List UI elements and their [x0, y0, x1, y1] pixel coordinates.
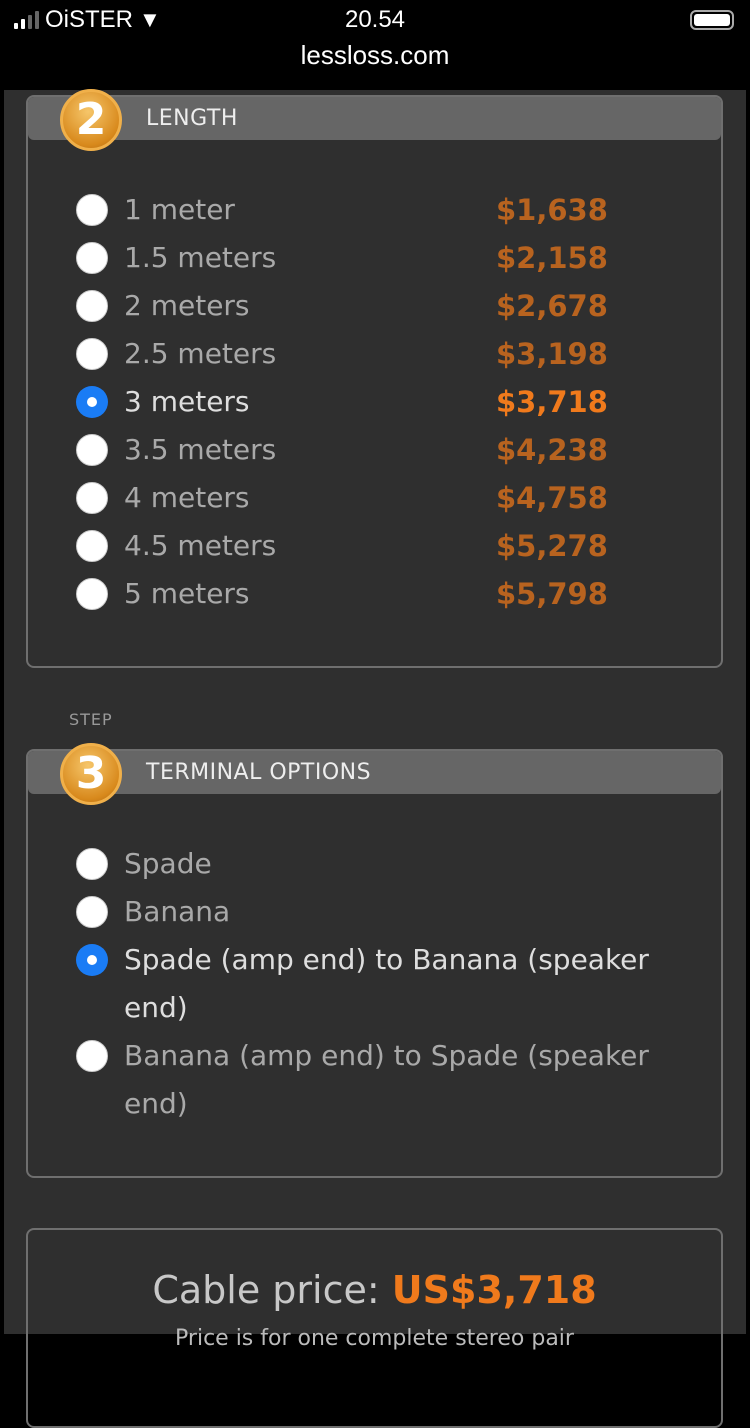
battery-icon: [690, 10, 734, 30]
option-label: 2 meters: [124, 289, 250, 322]
option-label: 2.5 meters: [124, 337, 277, 370]
clock: 20.54: [344, 6, 406, 33]
terminal-header: TERMINAL OPTIONS: [28, 751, 721, 794]
option-label: Banana: [124, 895, 231, 928]
option-length_step-0[interactable]: 1 meter $1,638: [76, 186, 608, 234]
cable-price: Cable price: US$3,718: [28, 1268, 721, 1312]
status-bar: OiSTER ▼ 20.54 lessloss.com: [0, 0, 750, 90]
carrier: OiSTER ▼: [14, 6, 161, 34]
option-label: 1 meter: [124, 193, 235, 226]
carrier-name: OiSTER: [45, 6, 134, 33]
option-price: $2,678: [496, 289, 608, 323]
radio-button[interactable]: [76, 896, 108, 928]
radio-button[interactable]: [76, 530, 108, 562]
length-header: LENGTH: [28, 97, 721, 140]
option-length_step-3[interactable]: 2.5 meters $3,198: [76, 330, 608, 378]
radio-button[interactable]: [76, 338, 108, 370]
wifi-icon: ▼: [139, 7, 161, 32]
page-content: 2 LENGTH 1 meter $1,638 1.5 meters $2,158 2 …: [4, 89, 746, 1428]
option-length_step-5[interactable]: 3.5 meters $4,238: [76, 426, 608, 474]
cable-price-value: US$3,718: [391, 1268, 597, 1312]
option-price: $3,718: [496, 385, 608, 419]
option-length_step-7[interactable]: 4.5 meters $5,278: [76, 522, 608, 570]
option-price: $2,158: [496, 241, 608, 275]
option-length_step-8[interactable]: 5 meters $5,798: [76, 570, 608, 618]
option-terminal_step-2[interactable]: Spade (amp end) to Banana (speaker end): [76, 936, 676, 1032]
radio-button[interactable]: [76, 194, 108, 226]
url-bar[interactable]: lessloss.com: [300, 40, 450, 70]
option-label: 5 meters: [124, 577, 250, 610]
radio-button[interactable]: [76, 848, 108, 880]
option-label: 1.5 meters: [124, 241, 277, 274]
option-price: $5,278: [496, 529, 608, 563]
radio-button[interactable]: [76, 434, 108, 466]
option-label: 4.5 meters: [124, 529, 277, 562]
option-price: $3,198: [496, 337, 608, 371]
option-label: Banana (amp end) to Spade (speaker end): [124, 1039, 649, 1120]
option-label: Spade: [124, 847, 212, 880]
option-terminal_step-0[interactable]: Spade: [76, 840, 676, 888]
step-3-badge: 3: [60, 743, 122, 805]
option-terminal_step-1[interactable]: Banana: [76, 888, 676, 936]
option-label: 3.5 meters: [124, 433, 277, 466]
option-label: Spade (amp end) to Banana (speaker end): [124, 943, 649, 1024]
radio-button[interactable]: [76, 1040, 108, 1072]
option-terminal_step-3[interactable]: Banana (amp end) to Spade (speaker end): [76, 1032, 676, 1128]
option-price: $4,758: [496, 481, 608, 515]
option-label: 4 meters: [124, 481, 250, 514]
step-2-badge: 2: [60, 89, 122, 151]
option-length_step-2[interactable]: 2 meters $2,678: [76, 282, 608, 330]
length-panel: 2 LENGTH 1 meter $1,638 1.5 meters $2,158 2 …: [26, 89, 723, 668]
radio-button[interactable]: [76, 386, 108, 418]
radio-button[interactable]: [76, 482, 108, 514]
step-label: STEP: [69, 710, 113, 729]
price-note: Price is for one complete stereo pair: [175, 1326, 574, 1351]
price-summary-panel: Cable price: US$3,718 Price is for one c…: [26, 1228, 723, 1428]
option-length_step-1[interactable]: 1.5 meters $2,158: [76, 234, 608, 282]
signal-icon: [14, 11, 39, 29]
radio-button[interactable]: [76, 578, 108, 610]
option-price: $1,638: [496, 193, 608, 227]
cable-price-label: Cable price:: [152, 1268, 380, 1312]
radio-button[interactable]: [76, 944, 108, 976]
option-length_step-6[interactable]: 4 meters $4,758: [76, 474, 608, 522]
option-price: $4,238: [496, 433, 608, 467]
radio-button[interactable]: [76, 290, 108, 322]
terminal-panel: 3 TERMINAL OPTIONS Spade Banana Spade (amp…: [26, 743, 723, 1178]
option-label: 3 meters: [124, 385, 250, 418]
option-length_step-4[interactable]: 3 meters $3,718: [76, 378, 608, 426]
radio-button[interactable]: [76, 242, 108, 274]
option-price: $5,798: [496, 577, 608, 611]
